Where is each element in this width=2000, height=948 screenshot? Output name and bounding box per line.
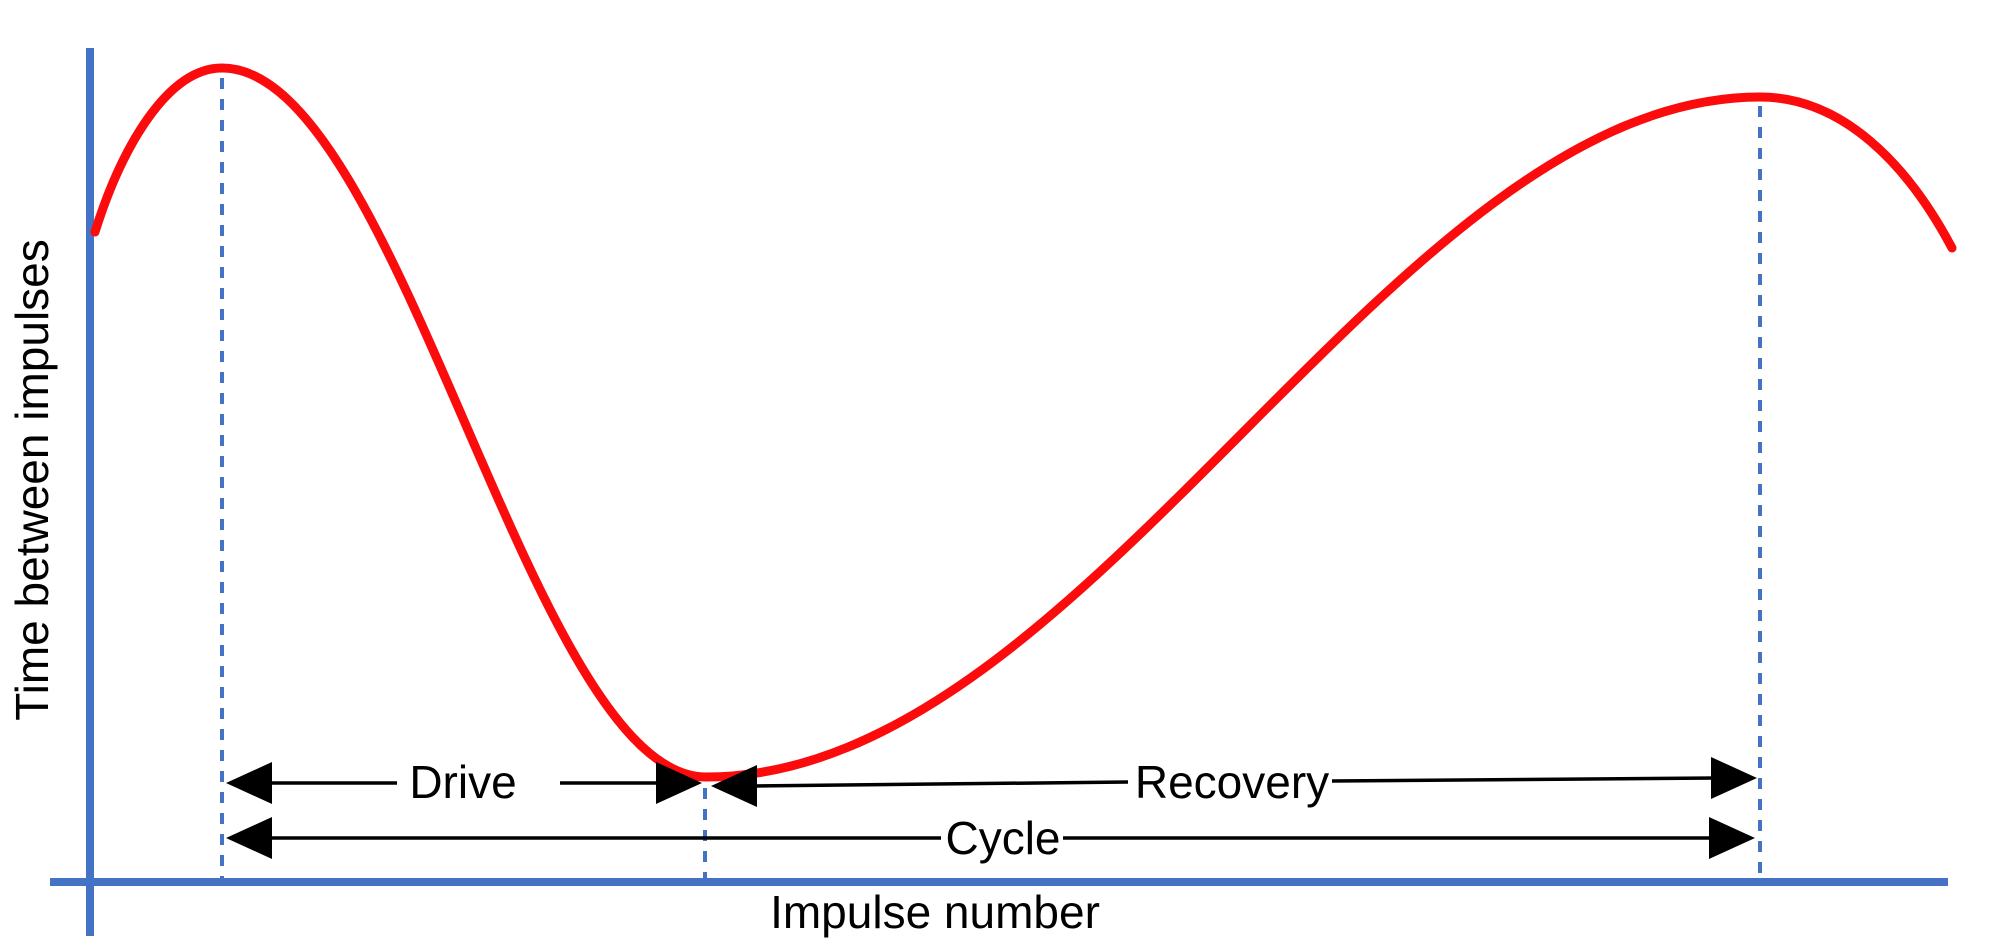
cycle-arrowhead-left-icon [226,817,272,859]
y-axis-label: Time between impulses [6,239,58,721]
time-between-impulses-curve [90,63,1957,782]
drive-arrow: Drive [226,756,702,808]
drive-arrowhead-left-icon [226,762,272,804]
cycle-arrow: Cycle [226,812,1755,864]
recovery-arrow-line-left [752,780,1129,788]
recovery-arrowhead-right-icon [1711,757,1757,799]
recovery-arrow: Recovery [711,756,1757,808]
drive-arrowhead-right-icon [656,762,702,804]
drive-label: Drive [409,756,516,808]
x-axis-label: Impulse number [770,886,1100,938]
cycle-arrowhead-right-icon [1709,817,1755,859]
recovery-arrow-line-right [1331,776,1717,783]
recovery-label: Recovery [1135,756,1329,808]
recovery-arrowhead-left-icon [711,765,757,807]
cycle-label: Cycle [945,812,1060,864]
